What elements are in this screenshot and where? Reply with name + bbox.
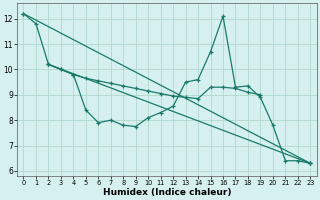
X-axis label: Humidex (Indice chaleur): Humidex (Indice chaleur)	[103, 188, 231, 197]
